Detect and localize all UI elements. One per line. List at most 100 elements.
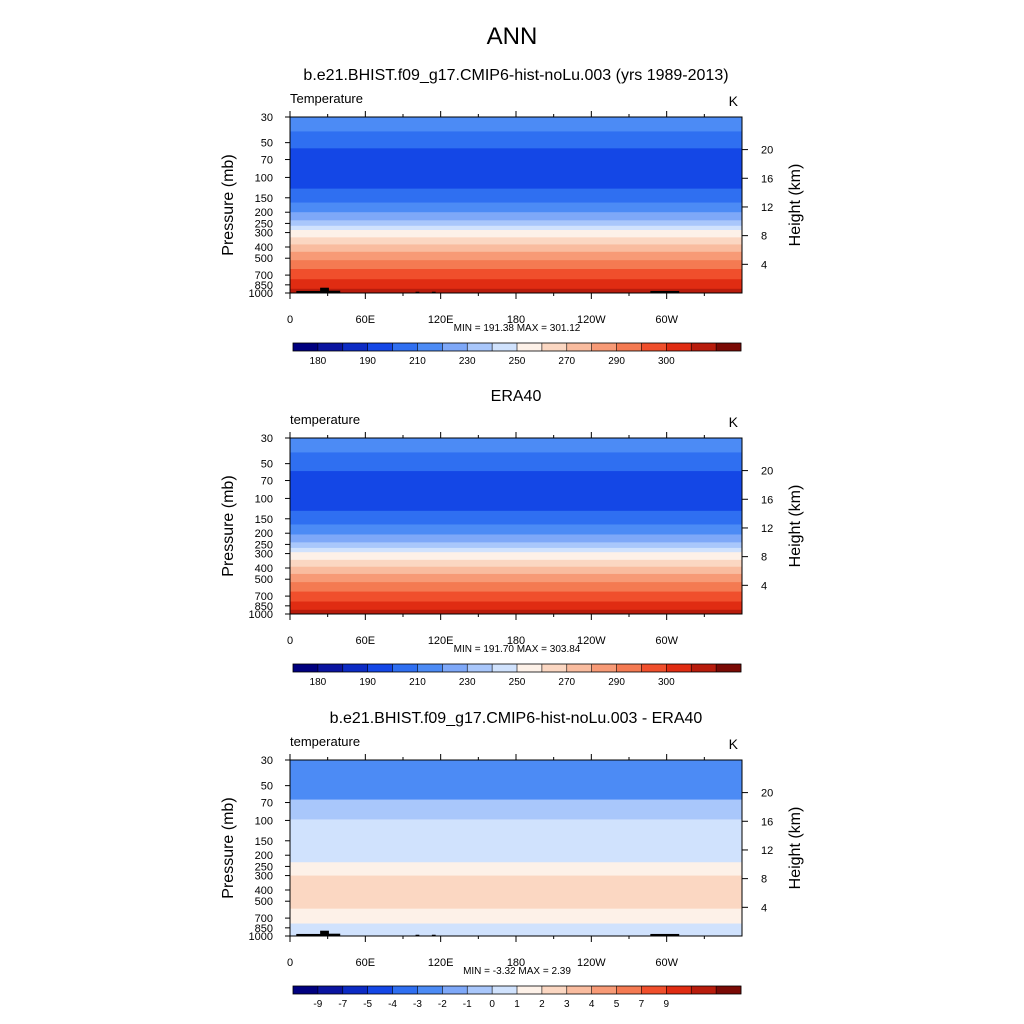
topography-mask — [296, 290, 326, 293]
contour-band — [290, 875, 742, 910]
colorbar-label: -5 — [363, 999, 372, 1010]
colorbar-label: -7 — [338, 999, 347, 1010]
y-tick-label: 100 — [255, 493, 273, 505]
contour-band — [290, 552, 742, 561]
contour-band — [290, 225, 742, 231]
x-tick-label: 60W — [655, 314, 678, 326]
colorbar-swatch — [492, 986, 518, 994]
colorbar-swatch — [293, 664, 319, 672]
contour-band — [290, 510, 742, 525]
contour-band — [290, 188, 742, 204]
contour-band — [290, 601, 742, 611]
contour-band — [290, 591, 742, 603]
colorbar-swatch — [716, 664, 742, 672]
units-label: K — [729, 414, 739, 430]
x-tick-label: 60W — [655, 635, 678, 647]
colorbar-swatch — [367, 986, 393, 994]
contour-band — [290, 862, 742, 877]
colorbar-label: 4 — [589, 999, 595, 1010]
minmax-label: MIN = -3.32 MAX = 2.39 — [463, 966, 571, 977]
y-tick-label: 300 — [255, 549, 273, 561]
colorbar-label: 210 — [409, 356, 426, 367]
x-tick-label: 120E — [428, 314, 454, 326]
chart-panel-3: b.e21.BHIST.f09_g17.CMIP6-hist-noLu.003 … — [220, 710, 804, 1010]
panel-title: ERA40 — [491, 388, 542, 405]
x-tick-label: 60E — [356, 957, 376, 969]
y-tick-label: 700 — [255, 270, 273, 282]
right-tick-label: 20 — [761, 788, 773, 800]
right-tick-label: 16 — [761, 816, 773, 828]
right-tick-label: 20 — [761, 145, 773, 157]
colorbar-swatch — [293, 343, 319, 351]
topography-mask — [326, 933, 341, 936]
y-tick-label: 70 — [261, 798, 273, 810]
right-tick-label: 4 — [761, 580, 767, 592]
x-tick-label: 60W — [655, 957, 678, 969]
colorbar-swatch — [517, 986, 543, 994]
y-axis-title: Pressure (mb) — [220, 475, 237, 576]
colorbar-swatch — [367, 664, 393, 672]
colorbar-swatch — [591, 343, 617, 351]
y-tick-label: 70 — [261, 476, 273, 488]
right-axis-title: Height (km) — [787, 807, 804, 890]
colorbar-label: 0 — [489, 999, 495, 1010]
contour-band — [290, 582, 742, 593]
colorbar-swatch — [392, 343, 418, 351]
y-tick-label: 700 — [255, 591, 273, 603]
contour-band — [290, 288, 742, 294]
y-tick-label: 250 — [255, 218, 273, 230]
colorbar-label: -2 — [438, 999, 447, 1010]
colorbar-swatch — [641, 986, 667, 994]
colorbar-swatch — [666, 343, 692, 351]
y-tick-label: 1000 — [249, 931, 273, 943]
x-tick-label: 120W — [577, 635, 606, 647]
colorbar-label: 300 — [658, 677, 675, 688]
colorbar-swatch — [317, 343, 344, 351]
topography-mask — [650, 933, 680, 936]
x-tick-label: 180 — [507, 635, 525, 647]
colorbar-label: 2 — [539, 999, 545, 1010]
colorbar-swatch — [591, 664, 617, 672]
right-tick-label: 12 — [761, 523, 773, 535]
y-tick-label: 250 — [255, 861, 273, 873]
panel-title: b.e21.BHIST.f09_g17.CMIP6-hist-noLu.003 … — [303, 67, 728, 84]
colorbar-swatch — [566, 664, 592, 672]
contour-band — [290, 542, 742, 549]
right-tick-label: 4 — [761, 902, 767, 914]
y-tick-label: 50 — [261, 138, 273, 150]
colorbar-swatch — [442, 343, 468, 351]
contour-band — [290, 117, 742, 132]
colorbar-label: -1 — [463, 999, 472, 1010]
contour-band — [290, 923, 742, 937]
y-tick-label: 850 — [255, 601, 273, 613]
y-tick-label: 400 — [255, 242, 273, 254]
contour-band — [290, 559, 742, 568]
colorbar-swatch — [541, 986, 568, 994]
topography-mask — [415, 934, 420, 936]
colorbar-swatch — [716, 986, 742, 994]
colorbar-swatch — [566, 986, 592, 994]
colorbar-swatch — [293, 986, 319, 994]
contour-band — [290, 799, 742, 820]
colorbar-label: 290 — [608, 677, 625, 688]
topography-mask — [320, 930, 329, 936]
y-tick-label: 500 — [255, 574, 273, 586]
colorbar-label: 250 — [509, 677, 526, 688]
colorbar-label: 270 — [558, 356, 575, 367]
colorbar-label: 300 — [658, 356, 675, 367]
colorbar-swatch — [641, 343, 667, 351]
variable-label: temperature — [290, 734, 360, 749]
contour-band — [290, 609, 742, 615]
colorbar-swatch — [691, 664, 717, 672]
colorbar-swatch — [541, 664, 568, 672]
y-tick-label: 400 — [255, 563, 273, 575]
right-tick-label: 12 — [761, 845, 773, 857]
y-tick-label: 200 — [255, 528, 273, 540]
colorbar-swatch — [392, 986, 418, 994]
colorbar-swatch — [691, 986, 717, 994]
colorbar-label: 230 — [459, 677, 476, 688]
right-tick-label: 12 — [761, 202, 773, 214]
colorbar-swatch — [442, 986, 468, 994]
colorbar-label: 7 — [639, 999, 645, 1010]
